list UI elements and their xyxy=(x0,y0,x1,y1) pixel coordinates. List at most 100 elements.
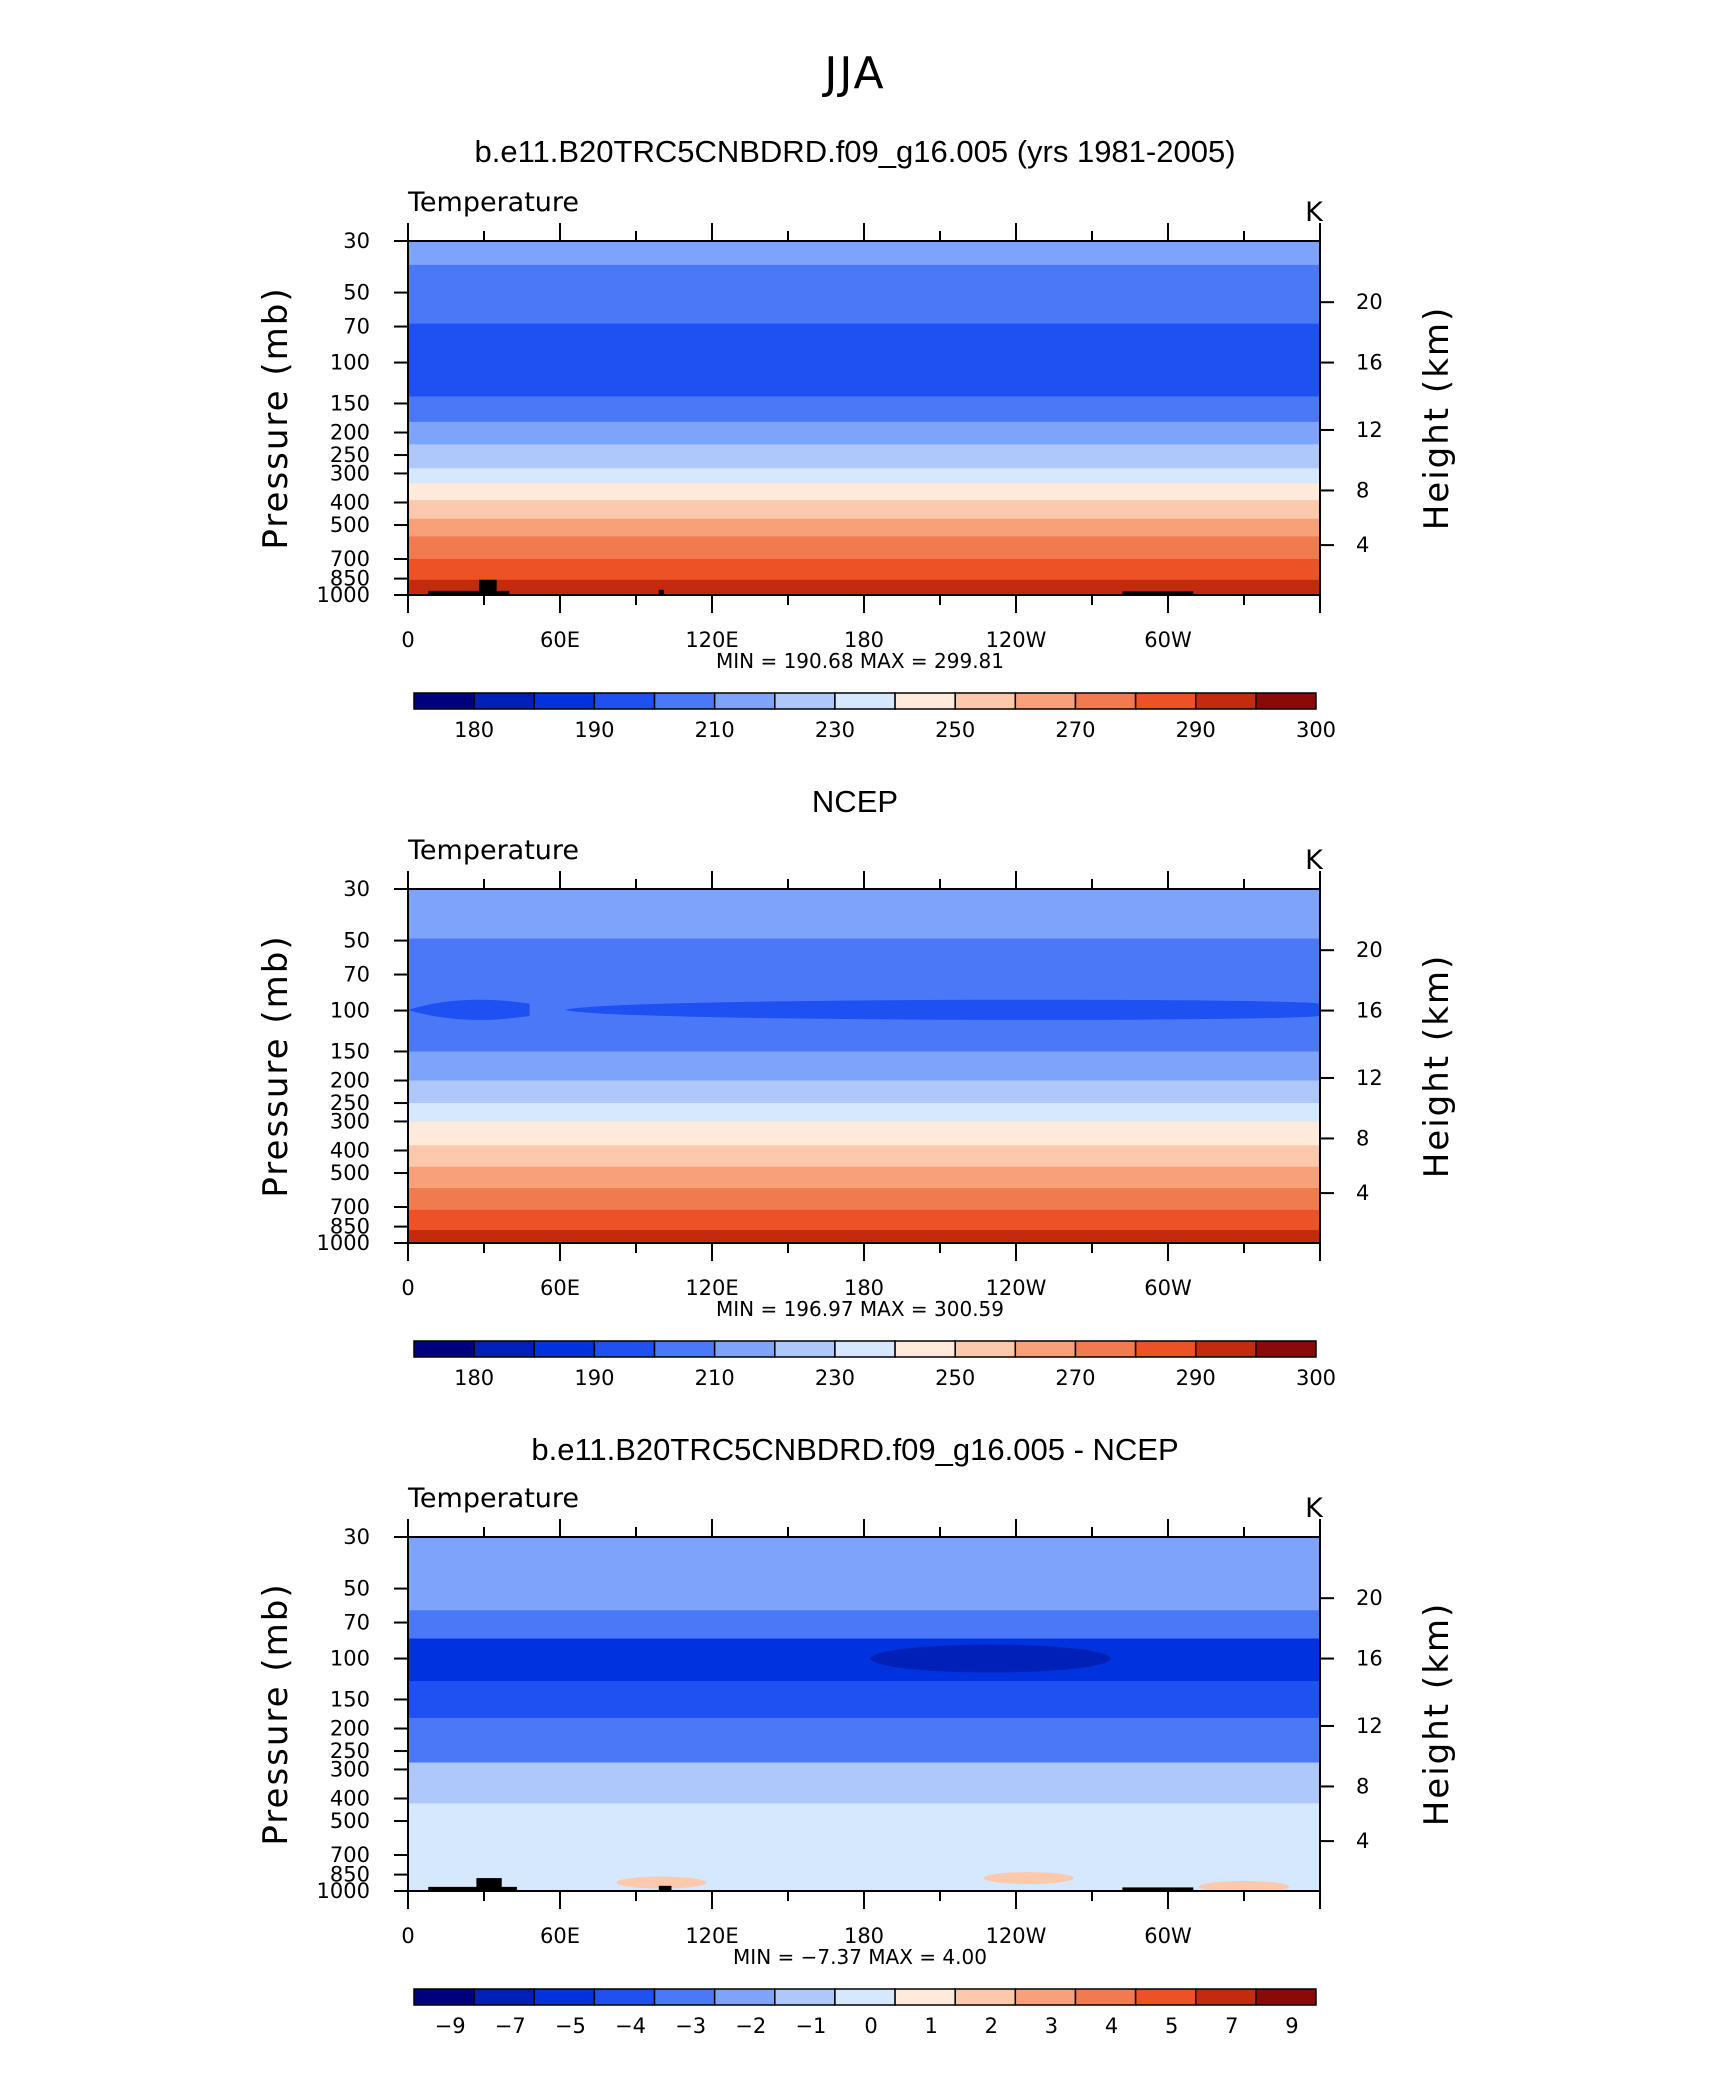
colorbar-label: 1 xyxy=(924,2014,937,2038)
contour-band xyxy=(408,558,1320,581)
y-tick-label: 100 xyxy=(330,1647,370,1671)
colorbar-label: 210 xyxy=(695,1366,735,1390)
y-tick-label: 300 xyxy=(330,1757,370,1781)
colorbar-box xyxy=(774,1988,836,2006)
x-tick-label: 60E xyxy=(540,1276,580,1300)
contour-band xyxy=(408,1103,1320,1122)
contour-band xyxy=(408,421,1320,445)
contour-feature xyxy=(1199,1880,1289,1891)
y-tick-label: 150 xyxy=(330,1039,370,1063)
topography xyxy=(428,1886,517,1891)
y-tick-label: 850 xyxy=(330,567,370,591)
contour-band xyxy=(408,1121,1320,1146)
x-tick-label: 180 xyxy=(844,628,884,652)
colorbar-box xyxy=(1194,1340,1257,1358)
contour-field xyxy=(408,889,1320,1243)
x-tick-label: 180 xyxy=(844,1276,884,1300)
topography xyxy=(658,589,664,595)
y-tick-label: 70 xyxy=(343,1611,370,1635)
colorbar-box xyxy=(954,1988,1017,2006)
colorbar-label: −7 xyxy=(495,2014,526,2038)
colorbar-label: 270 xyxy=(1055,718,1095,742)
y-tick-label: 70 xyxy=(343,315,370,339)
contour-band xyxy=(408,1681,1320,1719)
contour-band xyxy=(408,1080,1320,1104)
topography xyxy=(476,1878,502,1891)
contour-band xyxy=(408,518,1320,537)
colorbar-box xyxy=(954,1340,1017,1358)
y-tick-label: 250 xyxy=(330,1739,370,1763)
right-axis-label: Height (km) xyxy=(1417,306,1457,531)
variable-label: Temperature xyxy=(407,1483,579,1514)
x-tick-label: 0 xyxy=(401,1276,414,1300)
colorbar-box xyxy=(533,692,596,710)
colorbar-box xyxy=(894,1988,956,2006)
y-tick-label: 250 xyxy=(330,1091,370,1115)
y-tick-label: 400 xyxy=(330,1138,370,1162)
colorbar-label: 2 xyxy=(985,2014,998,2038)
x-tick-label: 120W xyxy=(986,628,1047,652)
min-max-stats: MIN = 190.68 MAX = 299.81 xyxy=(716,649,1004,673)
colorbar-label: 3 xyxy=(1045,2014,1058,2038)
topography xyxy=(478,579,497,595)
right-tick-label: 12 xyxy=(1356,1066,1383,1090)
y-tick-label: 200 xyxy=(330,1717,370,1741)
contour-band xyxy=(408,1145,1320,1168)
y-tick-label: 1000 xyxy=(317,1879,370,1903)
left-axis-label: Pressure (mb) xyxy=(256,934,296,1197)
x-tick-label: 60W xyxy=(1144,628,1192,652)
contour-band xyxy=(408,1803,1320,1891)
y-tick-label: 500 xyxy=(330,1809,370,1833)
y-tick-label: 30 xyxy=(343,229,370,253)
x-tick-label: 120E xyxy=(685,628,738,652)
colorbar-box xyxy=(413,1340,475,1358)
left-axis-label: Pressure (mb) xyxy=(256,1582,296,1845)
colorbar-label: 290 xyxy=(1176,718,1216,742)
colorbar-box xyxy=(1194,1988,1257,2006)
y-tick-label: 400 xyxy=(330,1786,370,1810)
colorbar-label: 270 xyxy=(1055,1366,1095,1390)
colorbar-box xyxy=(653,692,716,710)
panel-3-plot: 0 60E 120E 180 120W 60W3050701001502002503004… xyxy=(256,1483,1457,2038)
colorbar-label: −3 xyxy=(675,2014,706,2038)
colorbar-box xyxy=(774,692,836,710)
panel-3-title: b.e11.B20TRC5CNBDRD.f09_g16.005 - NCEP xyxy=(531,1432,1179,1467)
contour-band xyxy=(408,396,1320,423)
topography xyxy=(428,590,510,595)
colorbar-box xyxy=(653,1340,716,1358)
right-tick-label: 4 xyxy=(1356,1181,1369,1205)
units-label: K xyxy=(1305,197,1324,228)
min-max-stats: MIN = −7.37 MAX = 4.00 xyxy=(733,1945,987,1969)
colorbar-label: 190 xyxy=(574,718,614,742)
min-max-stats: MIN = 196.97 MAX = 300.59 xyxy=(716,1297,1004,1321)
y-tick-label: 250 xyxy=(330,443,370,467)
y-tick-label: 30 xyxy=(343,1525,370,1549)
colorbar-box xyxy=(1074,1340,1137,1358)
panel-1-plot: 0 60E 120E 180 120W 60W3050701001502002503004… xyxy=(256,187,1457,742)
colorbar-label: −9 xyxy=(435,2014,466,2038)
colorbar-label: 210 xyxy=(695,718,735,742)
colorbar-box xyxy=(713,692,776,710)
colorbar-label: 7 xyxy=(1225,2014,1238,2038)
right-tick-label: 8 xyxy=(1356,1774,1369,1798)
y-tick-label: 150 xyxy=(330,391,370,415)
right-tick-label: 16 xyxy=(1356,999,1383,1023)
y-tick-label: 200 xyxy=(330,1069,370,1093)
right-tick-label: 8 xyxy=(1356,478,1369,502)
colorbar-label: 5 xyxy=(1165,2014,1178,2038)
contour-band xyxy=(408,468,1320,484)
contour-band xyxy=(408,1610,1320,1640)
panel-1-title: b.e11.B20TRC5CNBDRD.f09_g16.005 (yrs 198… xyxy=(474,134,1236,169)
colorbar-label: −2 xyxy=(735,2014,766,2038)
colorbar-label: 190 xyxy=(574,1366,614,1390)
y-tick-label: 700 xyxy=(330,547,370,571)
colorbar-box xyxy=(713,1340,776,1358)
y-tick-label: 700 xyxy=(330,1843,370,1867)
colorbar-box xyxy=(1255,692,1317,710)
contour-band xyxy=(408,241,1320,266)
colorbar-box xyxy=(1014,1340,1077,1358)
x-tick-label: 60E xyxy=(540,628,580,652)
colorbar-label: −1 xyxy=(795,2014,826,2038)
colorbar-box xyxy=(894,692,956,710)
y-tick-label: 300 xyxy=(330,461,370,485)
